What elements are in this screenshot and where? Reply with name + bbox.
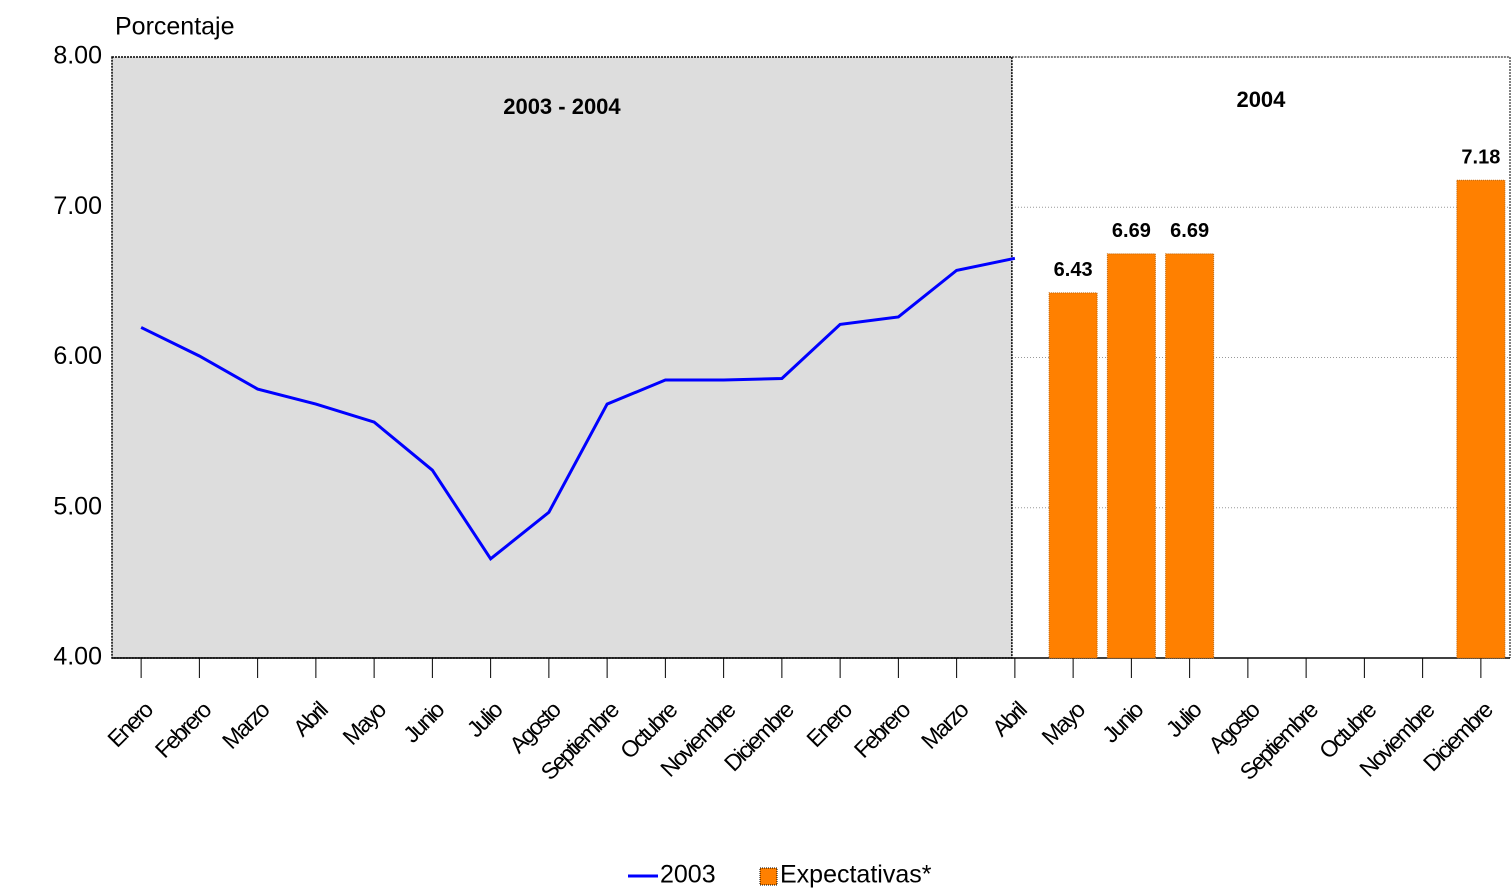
- y-tick-label: 8.00: [53, 42, 102, 70]
- x-tick-label: Abril: [288, 697, 332, 741]
- y-tick-label: 7.00: [53, 192, 102, 220]
- legend-label: 2003: [660, 861, 716, 889]
- bar: [1165, 253, 1215, 659]
- x-tick-label: Junio: [398, 697, 449, 748]
- annotation: 2004: [1236, 87, 1286, 112]
- annotation: 2003 - 2004: [503, 94, 621, 119]
- bar: [1048, 292, 1098, 659]
- y-tick-label: 5.00: [53, 492, 102, 520]
- shaded-period: [111, 56, 1013, 659]
- x-tick-label: Julio: [462, 697, 508, 743]
- x-tick-label: Febrero: [849, 697, 915, 763]
- x-tick-label: Abril: [987, 697, 1031, 741]
- x-tick-label: Junio: [1097, 697, 1148, 748]
- data-label: 6.69: [1170, 220, 1209, 242]
- y-axis-label: Porcentaje: [115, 13, 235, 41]
- x-tick-label: Julio: [1161, 697, 1207, 743]
- data-label: 7.18: [1461, 146, 1500, 168]
- data-label: 6.43: [1054, 259, 1093, 281]
- bar: [1106, 253, 1156, 659]
- x-tick-label: Febrero: [150, 697, 216, 763]
- x-tick-label: Marzo: [217, 697, 274, 754]
- x-tick-label: Mayo: [337, 697, 390, 750]
- y-tick-label: 4.00: [53, 643, 102, 671]
- y-tick-label: 6.00: [53, 342, 102, 370]
- bar: [1456, 179, 1506, 659]
- data-label: 6.69: [1112, 220, 1151, 242]
- x-tick-label: Mayo: [1036, 697, 1089, 750]
- x-tick-label: Marzo: [916, 697, 973, 754]
- legend-swatch: [759, 867, 778, 886]
- line-series: [140, 256, 1016, 562]
- legend-label: Expectativas*: [780, 861, 932, 889]
